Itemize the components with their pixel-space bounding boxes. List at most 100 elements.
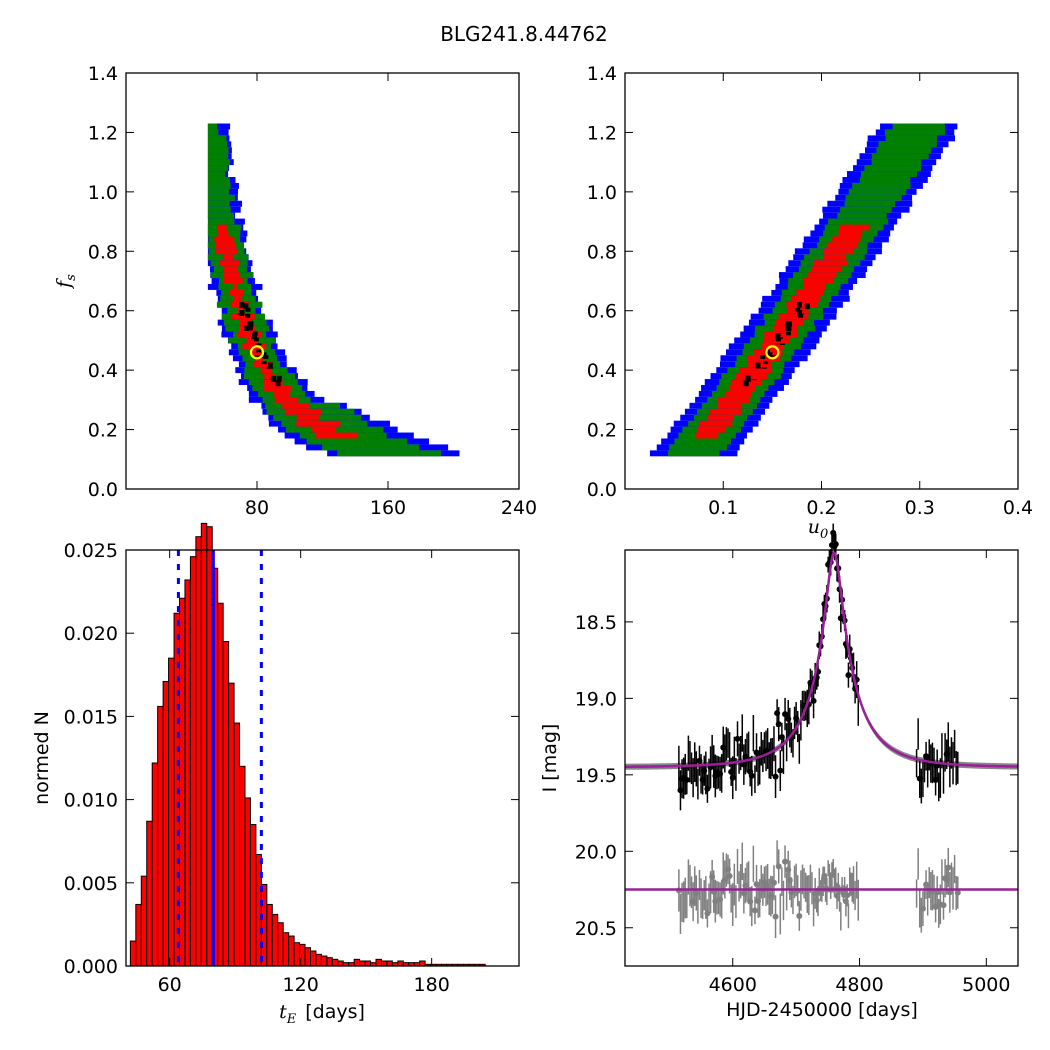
p3-bar: [184, 579, 191, 967]
p1-ytick-label: 0.8: [88, 241, 118, 263]
p2-cell: [839, 224, 870, 231]
p1-best-fit-marker: [249, 345, 265, 360]
p1-cell: [207, 141, 228, 148]
p3-frame: [125, 549, 520, 967]
p2-core-cell: [775, 333, 781, 340]
p1-cell: [214, 236, 235, 243]
p1-ytick-label: 1.2: [88, 122, 118, 144]
p2-cell: [667, 450, 720, 457]
p4-model-line: [624, 551, 1019, 769]
p2-cell: [724, 390, 752, 397]
p4-ytick-label: 19.0: [575, 688, 617, 710]
p2-cell: [764, 331, 798, 338]
p4-data-point: [775, 721, 782, 728]
p1-cell: [315, 432, 358, 439]
p2-cell: [773, 325, 798, 332]
p1-cell: [296, 414, 319, 421]
p3-bar: [375, 958, 382, 967]
p2-cell: [844, 200, 896, 207]
p3-bar: [255, 854, 262, 967]
p2-core-cell: [755, 362, 761, 369]
p2-cell: [860, 171, 917, 177]
p1-cell: [208, 218, 235, 225]
p2-cell: [837, 212, 887, 219]
p2-ytick-label: 0.0: [587, 479, 617, 501]
p2-cell: [838, 230, 863, 237]
p2-cell: [822, 248, 854, 255]
p2-cell: [802, 278, 834, 284]
p3-bar: [315, 953, 322, 967]
p2-cell: [811, 266, 842, 273]
p3-bar: [271, 913, 279, 967]
p3-bar: [178, 597, 186, 967]
p3-bar: [162, 680, 170, 967]
p1-cell: [263, 379, 283, 385]
p3-bar: [200, 522, 208, 967]
p2-cell: [864, 165, 921, 172]
p2-core-cell: [785, 329, 791, 336]
p2-xtick-label: 0.1: [708, 497, 738, 519]
p3-bar: [353, 958, 361, 967]
p3-bar: [419, 960, 426, 967]
p2-core-cell: [743, 380, 749, 387]
p1-cell: [337, 450, 442, 457]
p2-xlabel: u0: [808, 516, 829, 542]
p3-bar: [140, 875, 148, 967]
p3-bar: [146, 820, 153, 967]
p3-bar: [168, 657, 175, 967]
p4-data-point: [748, 772, 755, 779]
p1-core-cell: [244, 325, 250, 332]
p1-cell: [218, 230, 229, 237]
p2-cell: [892, 123, 945, 130]
p4-ytick-label: 19.5: [575, 765, 617, 787]
p2-xtick-label: 0.4: [1003, 497, 1033, 519]
p2-cell: [778, 313, 809, 320]
p1-core-cell: [252, 329, 258, 336]
p2-cell: [674, 438, 732, 445]
p1-cell: [239, 319, 251, 326]
p3-bar: [266, 903, 273, 967]
p3-bar: [288, 935, 295, 967]
p4-ytick-label: 18.5: [575, 612, 617, 634]
p1-cell: [207, 135, 227, 142]
p3-ylabel: normed N: [31, 711, 53, 805]
p4-residual-point: [813, 897, 820, 904]
p1-cell: [207, 188, 230, 195]
p3-bar: [151, 762, 159, 967]
p2-cell: [699, 420, 733, 427]
p4-data-point: [772, 773, 779, 780]
p2-cell: [796, 289, 824, 296]
p1-core-cell: [267, 362, 273, 369]
p1-xtick-label: 80: [245, 497, 269, 519]
p4-data-point: [845, 672, 852, 679]
p3-bar: [320, 955, 328, 967]
p2-cell: [696, 432, 719, 439]
p4-residual-point: [934, 889, 941, 896]
p2-core-cell: [745, 375, 751, 382]
p1-core-cell: [247, 324, 253, 331]
p1-cell: [207, 153, 229, 160]
p2-ytick-label: 0.6: [587, 301, 617, 323]
p4-ytick-label: 20.0: [575, 841, 617, 863]
p2-cell: [876, 147, 932, 154]
p1-cell: [296, 420, 341, 427]
p2-core-cell: [760, 353, 766, 360]
p2-core-cell: [804, 303, 810, 310]
p4-residual-point: [782, 858, 789, 865]
p3-bars: [129, 522, 486, 967]
p2-cell: [803, 283, 826, 290]
p4-residual-point: [704, 910, 711, 917]
p1-cell: [215, 248, 238, 255]
p3-bar: [331, 958, 339, 967]
p3-bar: [309, 950, 317, 967]
p2-cell: [885, 135, 938, 142]
p4-frame: [624, 549, 1019, 967]
p3-ticks: 60 120 180 0.000 0.005 0.010 0.015 0.020 0.025: [64, 540, 519, 996]
p3-bar: [304, 947, 311, 967]
p1-core-cell: [276, 375, 282, 382]
p4-ylabel: I [mag]: [539, 724, 561, 793]
p2-cell: [697, 426, 726, 433]
p1-cell: [260, 367, 272, 374]
p2-cell: [823, 254, 846, 261]
p3-bar: [206, 526, 213, 967]
